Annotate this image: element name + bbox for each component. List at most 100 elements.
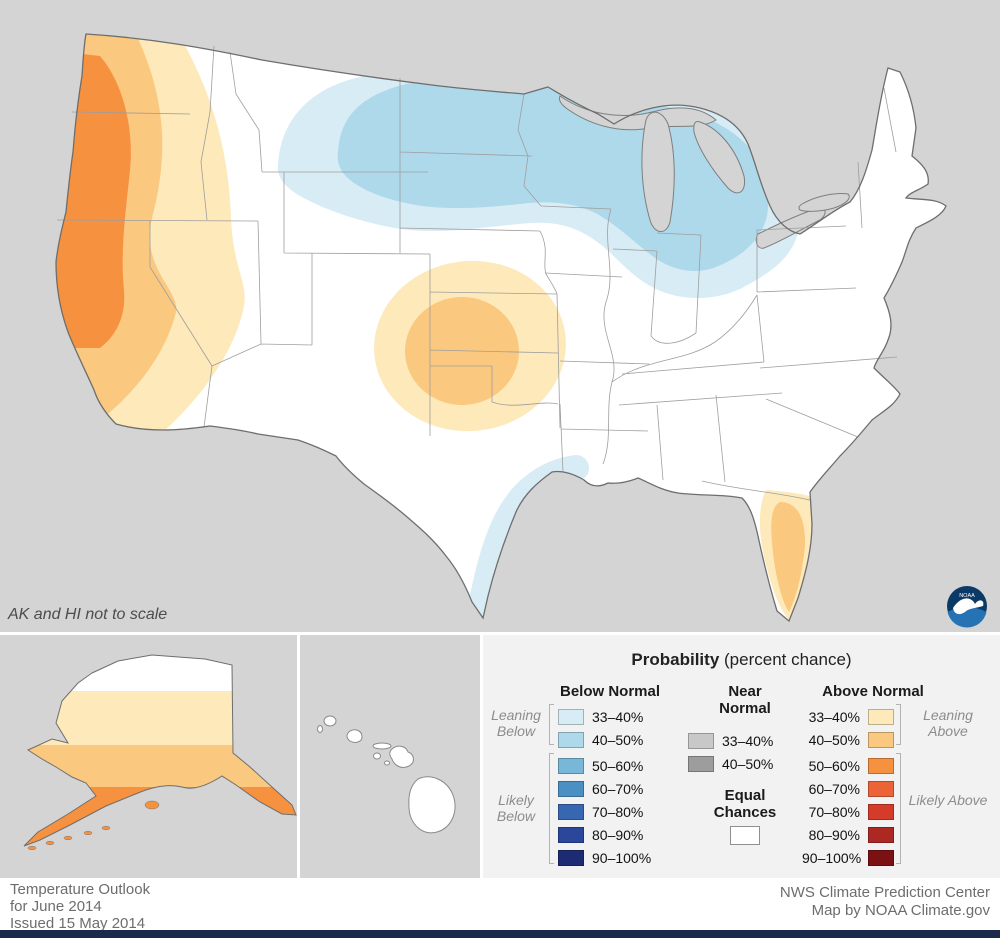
range-label: 50–60% <box>592 757 644 774</box>
alaska-shading <box>24 691 296 846</box>
great-lakes <box>558 95 850 249</box>
legend-row: 33–40% <box>802 705 894 728</box>
likely-below-label: Likely Below <box>496 792 536 824</box>
swatch-above-33-40 <box>868 708 894 725</box>
island-kauai <box>323 715 337 727</box>
swatch-above-90-100 <box>868 849 894 866</box>
likely-above-label: Likely Above <box>908 792 988 808</box>
legend-row: 40–50% <box>688 752 773 775</box>
island-molokai <box>372 742 392 750</box>
below-leaning-rows: 33–40% 40–50% <box>558 705 643 751</box>
lake-ontario <box>798 193 850 212</box>
island-hawaii <box>408 776 456 834</box>
us-outline <box>55 33 947 623</box>
conus-map-section: NOAA AK and HI not to scale <box>0 0 1000 632</box>
likely-below-bracket <box>549 753 554 864</box>
range-label: 33–40% <box>722 732 774 749</box>
range-label: 60–70% <box>592 780 644 797</box>
near-normal-header: Near Normal <box>719 683 771 717</box>
range-label: 80–90% <box>808 826 860 843</box>
region-florida-above-40-50 <box>771 502 806 612</box>
swatch-below-50-60 <box>558 757 584 774</box>
footer-credit: NWS Climate Prediction Center Map by NOA… <box>780 884 990 919</box>
swatch-equal-chances <box>730 826 760 845</box>
island-kahoolawe <box>384 760 390 766</box>
swatch-below-80-90 <box>558 826 584 843</box>
legend-row: 60–70% <box>802 777 894 800</box>
swatch-below-70-80 <box>558 803 584 820</box>
kodiak-island <box>144 800 160 810</box>
above-likely-rows: 50–60% 60–70% 70–80% 80–90% 90–100% <box>802 754 894 869</box>
legend-title-rest: (percent chance) <box>719 650 852 669</box>
state-borders <box>56 45 898 501</box>
island-oahu <box>346 729 363 743</box>
swatch-near-40-50 <box>688 755 714 772</box>
lake-huron <box>693 121 746 194</box>
legend-panel: Probability (percent chance) Below Norma… <box>483 635 1000 878</box>
range-label: 90–100% <box>802 849 862 866</box>
swatch-below-33-40 <box>558 708 584 725</box>
hawaii-map <box>317 715 456 834</box>
near-normal-rows: 33–40% 40–50% <box>688 729 773 775</box>
leaning-above-bracket <box>896 704 901 745</box>
footer-title: Temperature Outlook for June 2014 Issued… <box>10 881 150 932</box>
leaning-below-bracket <box>549 704 554 745</box>
legend-row: 70–80% <box>558 800 651 823</box>
noaa-logo-gull-icon <box>953 598 984 615</box>
range-label: 80–90% <box>592 826 644 843</box>
island-lanai <box>373 752 381 760</box>
legend-row: 70–80% <box>802 800 894 823</box>
footer-credit-line2: Map by NOAA Climate.gov <box>811 901 990 919</box>
bottom-bar <box>0 930 1000 938</box>
above-leaning-rows: 33–40% 40–50% <box>802 705 894 751</box>
swatch-above-70-80 <box>868 803 894 820</box>
range-label: 70–80% <box>592 803 644 820</box>
below-normal-header: Below Normal <box>559 683 661 700</box>
equal-chances-label: Equal Chances <box>713 787 777 821</box>
legend-title: Probability (percent chance) <box>483 650 1000 670</box>
lake-michigan <box>641 111 675 232</box>
legend-row: 80–90% <box>802 823 894 846</box>
noaa-logo-text: NOAA <box>959 593 975 599</box>
range-label: 40–50% <box>808 731 860 748</box>
legend-row: 90–100% <box>558 846 651 869</box>
us-temperature-outlook-map: NOAA <box>0 0 1000 632</box>
swatch-below-90-100 <box>558 849 584 866</box>
range-label: 50–60% <box>808 757 860 774</box>
swatch-below-40-50 <box>558 731 584 748</box>
alaska-inset-panel <box>0 635 297 878</box>
leaning-above-label: Leaning Above <box>923 707 973 739</box>
swatch-near-33-40 <box>688 732 714 749</box>
alaska-outline <box>23 654 297 847</box>
region-west-above-50-60 <box>56 48 131 348</box>
legend-row: 60–70% <box>558 777 651 800</box>
range-label: 40–50% <box>592 731 644 748</box>
legend-row: 33–40% <box>558 705 643 728</box>
noaa-logo: NOAA <box>947 586 987 628</box>
above-normal-header: Above Normal <box>822 683 924 700</box>
footer-title-line1: Temperature Outlook <box>10 881 151 898</box>
legend-row: 50–60% <box>802 754 894 777</box>
swatch-below-60-70 <box>558 780 584 797</box>
leaning-below-label: Leaning Below <box>491 707 541 739</box>
range-label: 90–100% <box>592 849 652 866</box>
footer-credit-line1: NWS Climate Prediction Center <box>779 884 990 901</box>
alaska-above-50-60 <box>24 787 296 846</box>
aleutian-islands <box>27 800 160 851</box>
island-maui <box>389 745 414 768</box>
likely-above-bracket <box>896 753 901 864</box>
below-likely-rows: 50–60% 60–70% 70–80% 80–90% 90–100% <box>558 754 651 869</box>
range-label: 60–70% <box>808 780 860 797</box>
legend-row: 50–60% <box>558 754 651 777</box>
footer-issued-line: Issued 15 May 2014 <box>10 915 146 932</box>
swatch-above-50-60 <box>868 757 894 774</box>
hawaii-islands <box>317 715 456 834</box>
range-label: 40–50% <box>722 755 774 772</box>
footer-title-line2: for June 2014 <box>10 898 102 915</box>
lake-superior <box>558 95 717 131</box>
swatch-above-60-70 <box>868 780 894 797</box>
legend-row: 90–100% <box>802 846 894 869</box>
alaska-map <box>23 654 297 851</box>
legend-row: 40–50% <box>802 728 894 751</box>
